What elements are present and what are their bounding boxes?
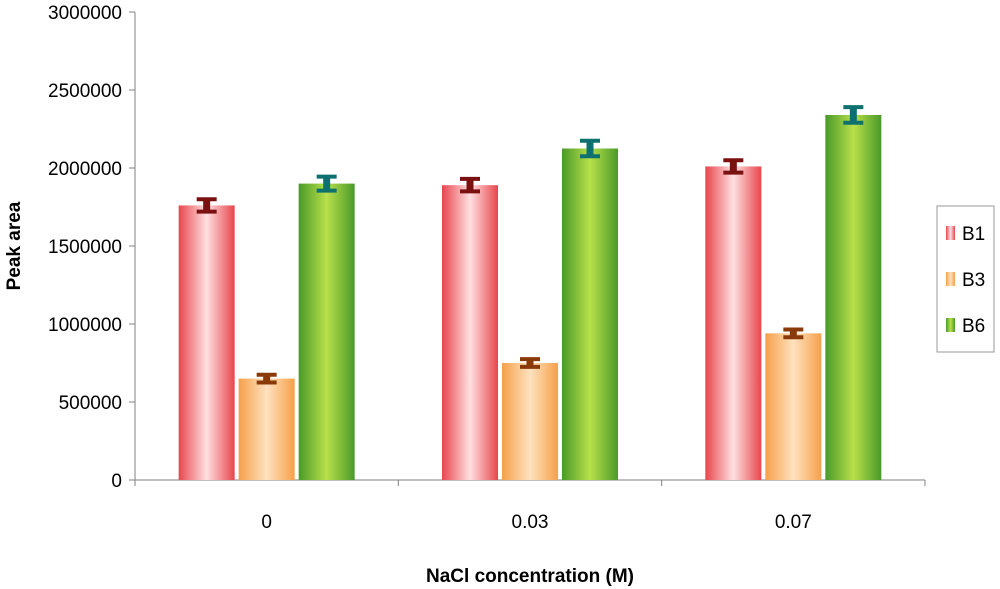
error-bar-b3: [783, 327, 804, 340]
y-tick-label: 2500000: [48, 81, 122, 102]
error-bar-b6: [316, 174, 337, 193]
y-tick-label: 500000: [59, 393, 122, 414]
y-tick-label: 1000000: [48, 315, 122, 336]
y-tick-label: 1500000: [48, 237, 122, 258]
error-bar-b3: [520, 357, 540, 369]
error-bar-b1: [723, 158, 744, 175]
y-axis-title: Peak area: [4, 201, 25, 290]
bar-b3: [238, 378, 295, 480]
y-tick-label: 2000000: [48, 159, 122, 180]
error-bar-b1: [460, 176, 480, 194]
error-bar-b1: [196, 197, 217, 214]
bar-b3: [765, 333, 822, 480]
bar-b1: [705, 166, 762, 480]
legend-swatch-b6: [946, 318, 955, 332]
x-axis-title: NaCl concentration (M): [426, 566, 634, 587]
legend-swatch-b1: [946, 226, 955, 240]
legend-label-b3: B3: [962, 270, 985, 291]
y-tick-label: 0: [111, 471, 122, 492]
bar-b6: [562, 148, 618, 480]
legend-label-b6: B6: [962, 316, 985, 337]
x-tick-label: 0.07: [775, 512, 812, 533]
error-bar-b6: [580, 138, 600, 159]
bar-b1: [442, 185, 498, 480]
legend-swatch-b3: [946, 272, 955, 286]
error-bar-b3: [256, 372, 277, 385]
error-bar-b6: [843, 105, 864, 125]
y-tick-label: 3000000: [48, 3, 122, 24]
legend-label-b1: B1: [962, 224, 985, 245]
x-tick-label: 0: [261, 512, 272, 533]
bar-b1: [178, 205, 235, 480]
bar-b6: [825, 114, 882, 481]
bar-b3: [502, 363, 558, 480]
bar-b6: [298, 183, 355, 480]
x-tick-label: 0.03: [512, 512, 549, 533]
legend: B1 B3 B6: [936, 205, 995, 353]
